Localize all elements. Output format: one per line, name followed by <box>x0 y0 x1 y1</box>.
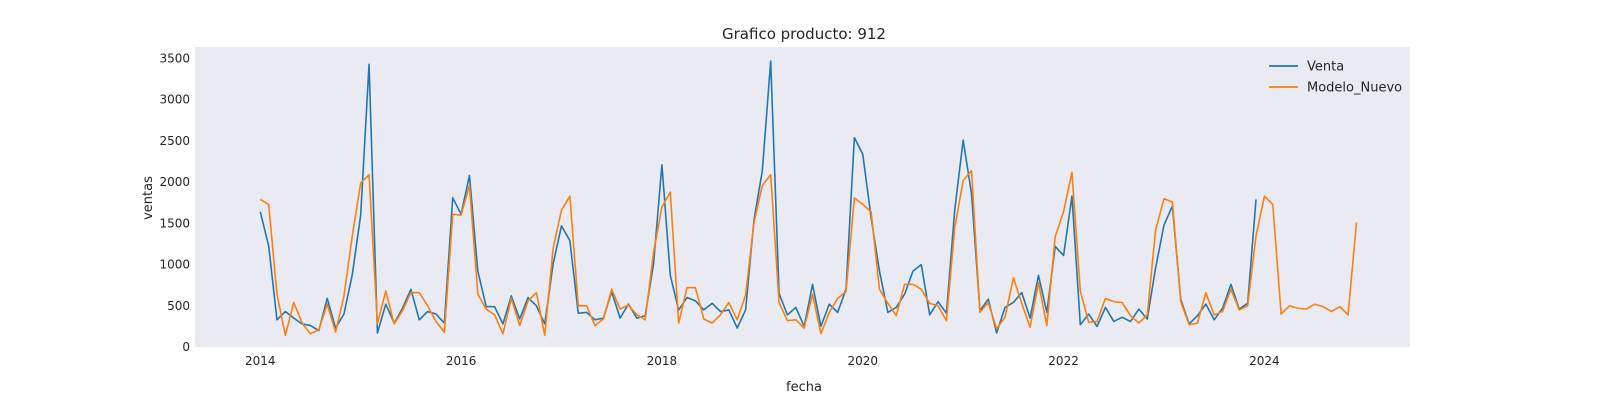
y-tick-label: 1500 <box>159 216 190 230</box>
y-tick-label: 0 <box>182 340 190 354</box>
y-tick-label: 500 <box>167 299 190 313</box>
x-tick-label: 2014 <box>245 354 276 368</box>
series-line-venta <box>259 60 1257 334</box>
chart-title: Grafico producto: 912 <box>722 25 886 43</box>
y-tick-label: 1000 <box>159 258 190 272</box>
x-tick-label: 2016 <box>446 354 477 368</box>
series-line-modelo-nuevo <box>259 169 1358 337</box>
y-tick-label: 3000 <box>159 93 190 107</box>
y-tick-label: 2500 <box>159 134 190 148</box>
y-axis-ticks: 0 500 1000 1500 2000 2500 3000 3500 <box>159 52 190 354</box>
y-tick-label: 3500 <box>159 52 190 66</box>
y-axis-label: ventas <box>141 176 156 220</box>
legend: Venta Modelo_Nuevo <box>1269 60 1402 96</box>
x-tick-label: 2020 <box>847 354 878 368</box>
series-lines <box>259 60 1358 337</box>
x-tick-label: 2022 <box>1048 354 1079 368</box>
legend-label: Venta <box>1307 60 1344 75</box>
x-tick-label: 2024 <box>1249 354 1280 368</box>
x-axis-ticks: 2014 2016 2018 2020 2022 2024 <box>245 354 1280 368</box>
x-axis-label: fecha <box>786 380 822 395</box>
legend-label: Modelo_Nuevo <box>1307 81 1402 96</box>
y-tick-label: 2000 <box>159 175 190 189</box>
x-tick-label: 2018 <box>647 354 678 368</box>
